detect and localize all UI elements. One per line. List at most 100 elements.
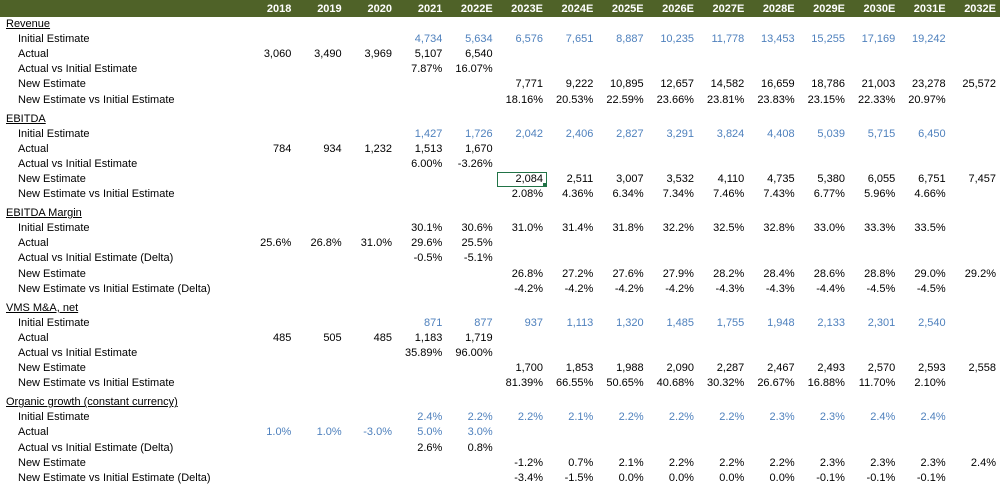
value-cell[interactable]: 11,778 <box>711 33 745 46</box>
empty-cell[interactable] <box>295 112 345 127</box>
row-label[interactable]: New Estimate <box>18 78 86 91</box>
value-cell[interactable] <box>698 62 748 77</box>
value-cell[interactable] <box>295 92 345 107</box>
value-cell[interactable] <box>899 62 949 77</box>
empty-cell[interactable] <box>497 206 547 221</box>
value-cell[interactable] <box>748 62 798 77</box>
value-cell[interactable]: 14,582 <box>710 78 745 91</box>
value-cell[interactable]: 4,110 <box>717 172 745 185</box>
value-cell[interactable] <box>497 346 547 361</box>
empty-cell[interactable] <box>849 301 899 316</box>
value-cell[interactable] <box>950 142 1000 157</box>
value-cell[interactable] <box>950 157 1000 172</box>
value-cell[interactable]: 0.8% <box>467 441 493 454</box>
value-cell[interactable] <box>245 361 295 376</box>
value-cell[interactable] <box>597 236 647 251</box>
value-cell[interactable] <box>899 346 949 361</box>
empty-cell[interactable] <box>950 206 1000 221</box>
value-cell[interactable]: 871 <box>423 316 443 329</box>
value-cell[interactable] <box>950 346 1000 361</box>
empty-cell[interactable] <box>346 206 396 221</box>
value-cell[interactable]: 2,090 <box>666 362 694 375</box>
value-cell[interactable]: 10,235 <box>660 33 694 46</box>
row-label[interactable]: Initial Estimate <box>18 33 90 46</box>
empty-cell[interactable] <box>295 17 345 32</box>
value-cell[interactable] <box>446 282 496 297</box>
empty-cell[interactable] <box>446 395 496 410</box>
value-cell[interactable]: 28.8% <box>864 267 896 280</box>
value-cell[interactable] <box>698 142 748 157</box>
empty-cell[interactable] <box>497 301 547 316</box>
value-cell[interactable]: 6,540 <box>465 48 493 61</box>
empty-cell[interactable] <box>698 17 748 32</box>
selected-cell[interactable]: 2,084 <box>496 171 547 188</box>
value-cell[interactable]: 485 <box>272 331 292 344</box>
empty-cell[interactable] <box>799 17 849 32</box>
value-cell[interactable]: -4.4% <box>816 282 845 295</box>
header-year-cell[interactable]: 2025E <box>597 0 648 17</box>
value-cell[interactable] <box>446 267 496 282</box>
value-cell[interactable] <box>597 346 647 361</box>
value-cell[interactable]: 1,513 <box>414 142 443 155</box>
value-cell[interactable]: 27.6% <box>612 267 644 280</box>
value-cell[interactable]: 27.2% <box>562 267 594 280</box>
value-cell[interactable]: -1.2% <box>514 456 543 469</box>
value-cell[interactable] <box>648 331 698 346</box>
empty-cell[interactable] <box>698 206 748 221</box>
empty-cell[interactable] <box>597 17 647 32</box>
empty-cell[interactable] <box>396 17 446 32</box>
value-cell[interactable]: 28.4% <box>763 267 795 280</box>
value-cell[interactable] <box>597 47 647 62</box>
value-cell[interactable] <box>446 92 496 107</box>
value-cell[interactable]: 29.6% <box>411 237 443 250</box>
value-cell[interactable]: 30.32% <box>706 377 745 390</box>
header-year-cell[interactable]: 2028E <box>748 0 799 17</box>
value-cell[interactable] <box>849 425 899 440</box>
value-cell[interactable] <box>547 441 597 456</box>
empty-cell[interactable] <box>899 112 949 127</box>
value-cell[interactable] <box>396 456 446 471</box>
empty-cell[interactable] <box>346 17 396 32</box>
value-cell[interactable]: 1,670 <box>465 142 493 155</box>
value-cell[interactable]: 2.3% <box>819 411 845 424</box>
value-cell[interactable] <box>446 376 496 391</box>
value-cell[interactable] <box>547 425 597 440</box>
value-cell[interactable]: 7,457 <box>968 172 996 185</box>
value-cell[interactable] <box>547 236 597 251</box>
value-cell[interactable]: 11.70% <box>858 377 896 390</box>
value-cell[interactable] <box>547 62 597 77</box>
value-cell[interactable] <box>396 361 446 376</box>
value-cell[interactable]: -0.1% <box>916 471 946 484</box>
value-cell[interactable] <box>295 187 345 202</box>
value-cell[interactable] <box>346 282 396 297</box>
value-cell[interactable] <box>295 282 345 297</box>
value-cell[interactable]: 1.0% <box>316 426 342 439</box>
empty-cell[interactable] <box>799 206 849 221</box>
value-cell[interactable]: 1,427 <box>414 127 443 140</box>
value-cell[interactable]: 4.66% <box>914 188 946 201</box>
value-cell[interactable]: 6.00% <box>411 157 443 170</box>
value-cell[interactable] <box>295 251 345 266</box>
value-cell[interactable] <box>748 346 798 361</box>
value-cell[interactable]: 7.46% <box>713 188 745 201</box>
header-year-cell[interactable]: 2021 <box>396 0 447 17</box>
value-cell[interactable]: -4.3% <box>715 282 745 295</box>
empty-cell[interactable] <box>799 112 849 127</box>
value-cell[interactable] <box>295 221 345 236</box>
empty-cell[interactable] <box>950 112 1000 127</box>
value-cell[interactable] <box>547 331 597 346</box>
value-cell[interactable] <box>597 157 647 172</box>
value-cell[interactable]: 2,406 <box>565 127 594 140</box>
value-cell[interactable]: 17,169 <box>861 33 896 46</box>
value-cell[interactable]: 2.3% <box>769 411 795 424</box>
empty-cell[interactable] <box>295 395 345 410</box>
value-cell[interactable] <box>597 425 647 440</box>
value-cell[interactable] <box>245 267 295 282</box>
value-cell[interactable]: 5,634 <box>465 33 493 46</box>
value-cell[interactable]: 2,558 <box>968 362 996 375</box>
value-cell[interactable]: 5,039 <box>817 127 845 140</box>
value-cell[interactable] <box>899 251 949 266</box>
value-cell[interactable] <box>446 172 496 187</box>
value-cell[interactable]: 2.4% <box>970 456 996 469</box>
section-title[interactable]: VMS M&A, net <box>6 301 79 314</box>
